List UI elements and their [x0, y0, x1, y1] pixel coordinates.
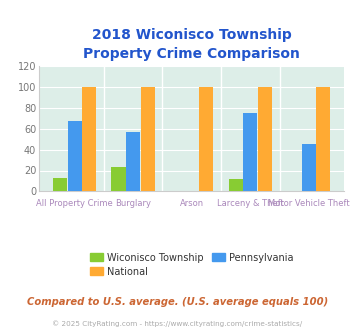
Bar	[141, 87, 155, 191]
Bar	[199, 87, 213, 191]
Bar	[243, 113, 257, 191]
Bar	[82, 87, 96, 191]
Bar	[258, 87, 272, 191]
Bar	[302, 145, 316, 191]
Bar	[53, 178, 67, 191]
Text: © 2025 CityRating.com - https://www.cityrating.com/crime-statistics/: © 2025 CityRating.com - https://www.city…	[53, 321, 302, 327]
Bar	[67, 121, 82, 191]
Title: 2018 Wiconisco Township
Property Crime Comparison: 2018 Wiconisco Township Property Crime C…	[83, 28, 300, 61]
Text: Compared to U.S. average. (U.S. average equals 100): Compared to U.S. average. (U.S. average …	[27, 297, 328, 307]
Bar	[111, 167, 126, 191]
Bar	[316, 87, 331, 191]
Bar	[126, 132, 140, 191]
Legend: Wiconisco Township, National, Pennsylvania: Wiconisco Township, National, Pennsylvan…	[86, 249, 297, 280]
Bar	[229, 179, 242, 191]
